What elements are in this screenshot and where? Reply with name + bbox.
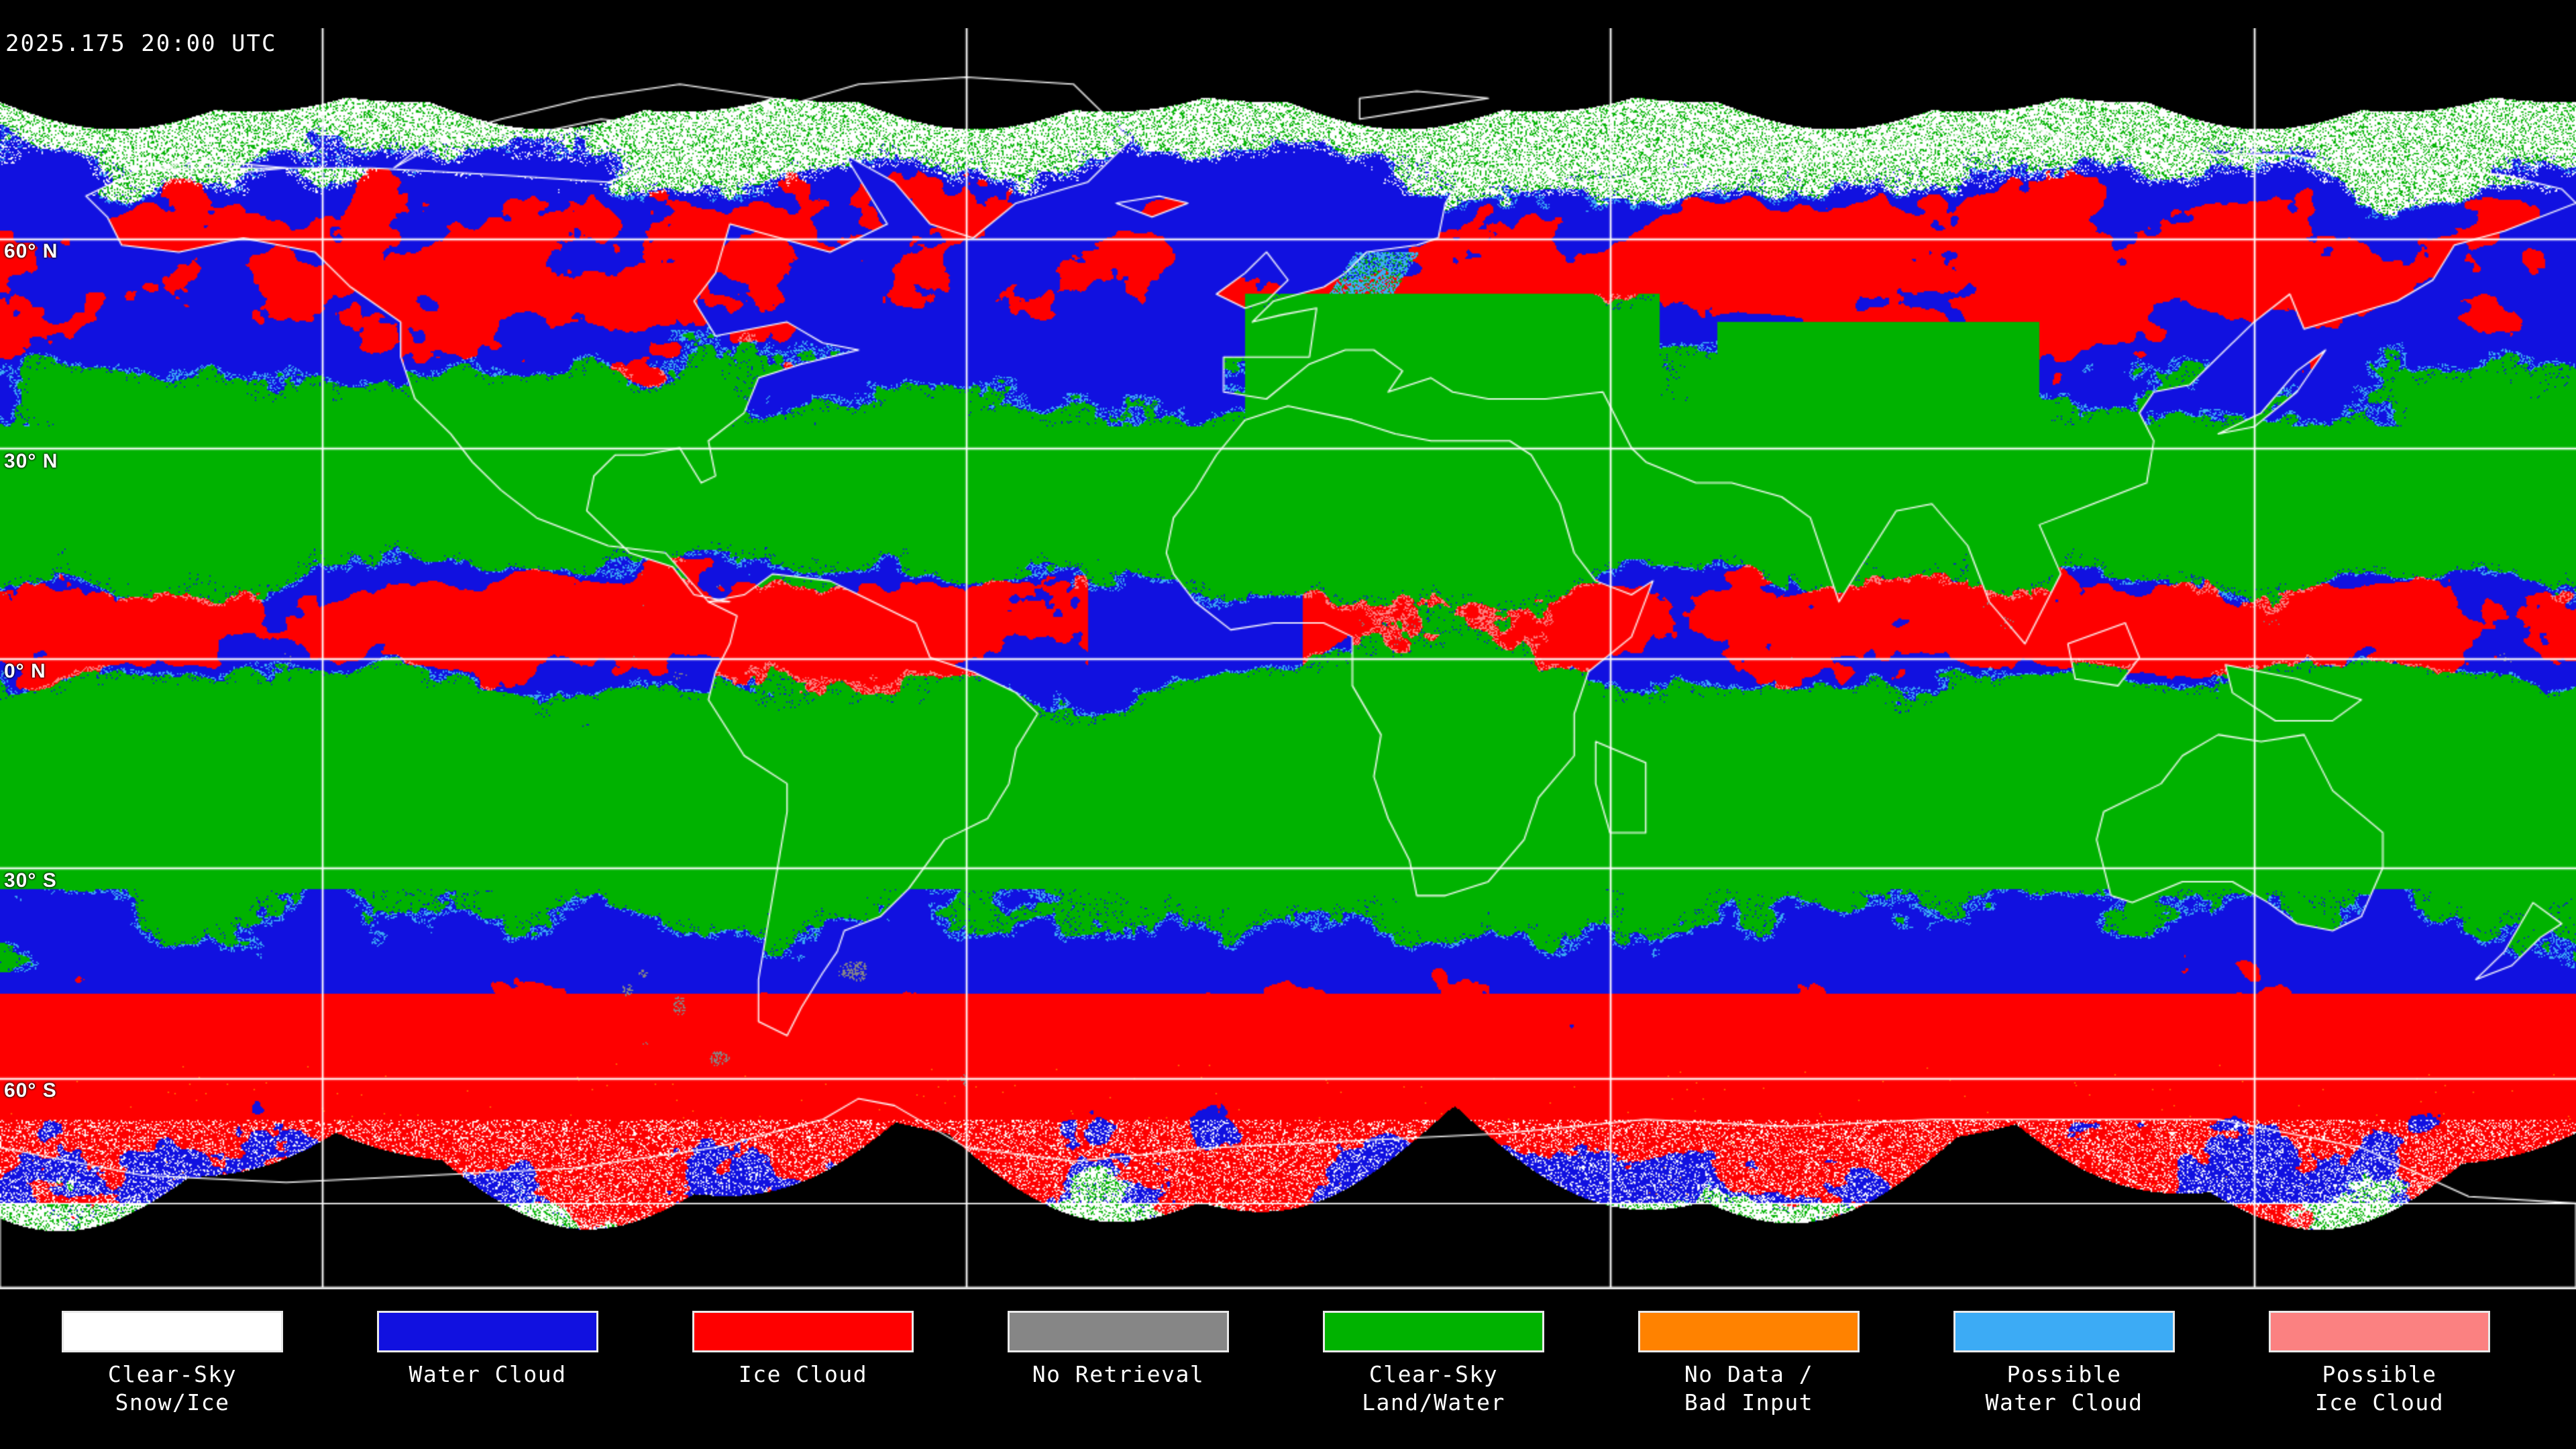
legend-label: Possible Water Cloud xyxy=(1985,1361,2143,1415)
lat-label-60s: 60° S xyxy=(4,1079,57,1102)
legend-item[interactable]: No Retrieval xyxy=(1008,1292,1236,1387)
legend-item[interactable]: Clear-Sky Land/Water xyxy=(1323,1292,1551,1415)
lat-label-30s: 30° S xyxy=(4,869,57,892)
legend-item[interactable]: No Data / Bad Input xyxy=(1638,1292,1866,1415)
legend-item[interactable]: Water Cloud xyxy=(377,1292,605,1387)
legend: Clear-Sky Snow/Ice Water Cloud Ice Cloud… xyxy=(0,1292,2576,1449)
legend-label: No Data / Bad Input xyxy=(1684,1361,1814,1415)
map-raster-canvas[interactable] xyxy=(0,28,2576,1287)
timestamp-label: 2025.175 20:00 UTC xyxy=(5,30,277,57)
legend-label: Clear-Sky Land/Water xyxy=(1362,1361,1505,1415)
legend-item[interactable]: Ice Cloud xyxy=(692,1292,920,1387)
legend-item[interactable]: Possible Ice Cloud xyxy=(2269,1292,2497,1415)
lat-label-60n: 60° N xyxy=(4,239,58,262)
legend-swatch xyxy=(1638,1311,1860,1352)
legend-item[interactable]: Clear-Sky Snow/Ice xyxy=(62,1292,290,1415)
legend-label: Clear-Sky Snow/Ice xyxy=(107,1361,237,1415)
legend-label: Water Cloud xyxy=(409,1361,567,1387)
legend-swatch xyxy=(692,1311,914,1352)
legend-swatch xyxy=(2269,1311,2490,1352)
legend-swatch xyxy=(1008,1311,1229,1352)
legend-label: Ice Cloud xyxy=(738,1361,868,1387)
cloud-classification-map[interactable]: 2025.175 20:00 UTC 60° N 30° N 0° N 30° … xyxy=(0,28,2576,1289)
lat-label-30n: 30° N xyxy=(4,449,58,472)
legend-swatch xyxy=(377,1311,598,1352)
legend-item[interactable]: Possible Water Cloud xyxy=(1953,1292,2182,1415)
legend-label: No Retrieval xyxy=(1032,1361,1205,1387)
legend-label: Possible Ice Cloud xyxy=(2314,1361,2445,1415)
legend-swatch xyxy=(1323,1311,1544,1352)
legend-swatch xyxy=(1953,1311,2175,1352)
legend-swatch xyxy=(62,1311,283,1352)
lat-label-0n: 0° N xyxy=(4,659,46,682)
